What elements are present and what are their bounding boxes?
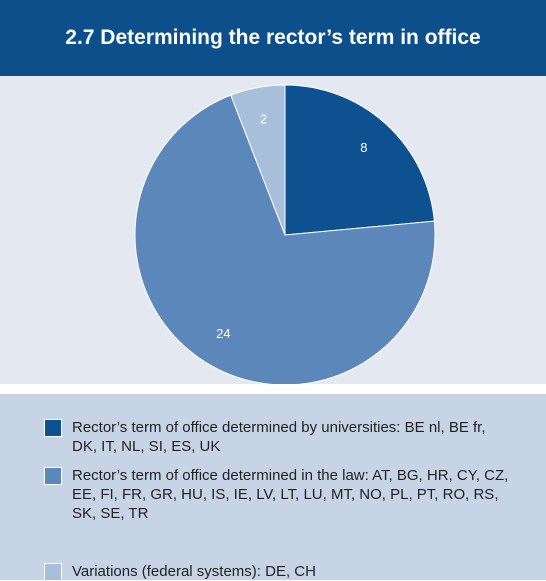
legend-swatch xyxy=(44,563,62,581)
pie-slice xyxy=(230,84,286,236)
legend-swatch xyxy=(44,419,62,437)
legend-item: Rector’s term of office determined by un… xyxy=(44,418,514,456)
legend-label: Rector’s term of office determined in th… xyxy=(72,467,509,522)
data-label: 24 xyxy=(216,326,230,341)
legend-item: Rector’s term of office determined in th… xyxy=(44,466,514,523)
legend-label: Variations (federal systems): DE, CH xyxy=(72,563,316,580)
legend: Rector’s term of office determined by un… xyxy=(0,394,546,581)
pie-slice xyxy=(134,94,436,386)
chart-title: 2.7 Determining the rector’s term in off… xyxy=(0,0,546,76)
data-label: 2 xyxy=(260,111,267,126)
legend-item: Variations (federal systems): DE, CH xyxy=(44,562,514,581)
data-label: 8 xyxy=(360,140,367,155)
legend-label: Rector’s term of office determined by un… xyxy=(72,419,486,455)
pie-slice xyxy=(284,84,435,236)
legend-swatch xyxy=(44,467,62,485)
chart: 8 24 2 xyxy=(134,84,436,386)
plot-panel: 8 24 2 xyxy=(0,76,546,386)
